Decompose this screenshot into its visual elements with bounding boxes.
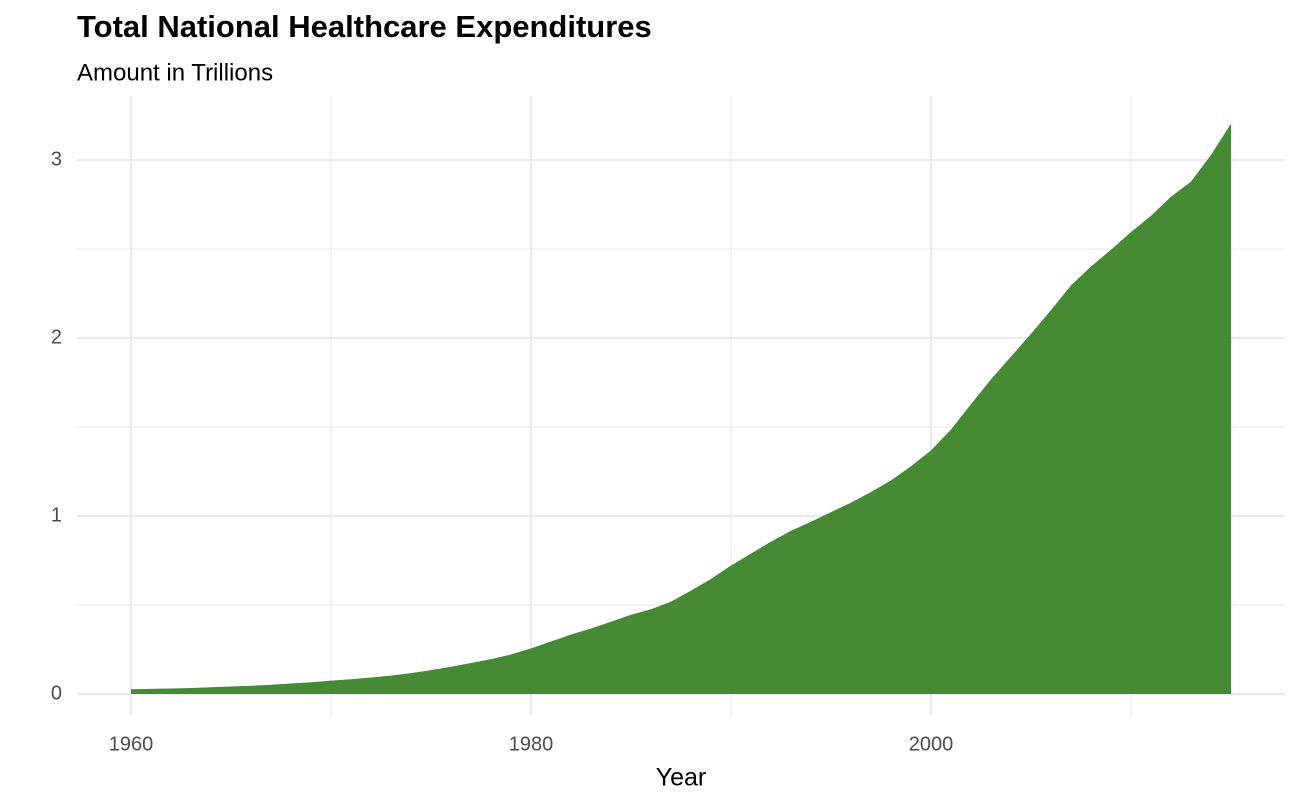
x-axis-title: Year — [656, 764, 707, 792]
chart-title: Total National Healthcare Expenditures — [77, 9, 652, 44]
area — [131, 123, 1231, 694]
y-tick-label: 3 — [51, 148, 62, 170]
y-tick-label: 0 — [51, 682, 62, 704]
chart-subtitle: Amount in Trillions — [77, 59, 273, 86]
y-tick-label: 1 — [51, 504, 62, 526]
y-tick-label: 2 — [51, 326, 62, 348]
x-tick-label: 1980 — [509, 733, 554, 755]
x-tick-label: 1960 — [109, 733, 154, 755]
x-tick-label: 2000 — [909, 733, 954, 755]
